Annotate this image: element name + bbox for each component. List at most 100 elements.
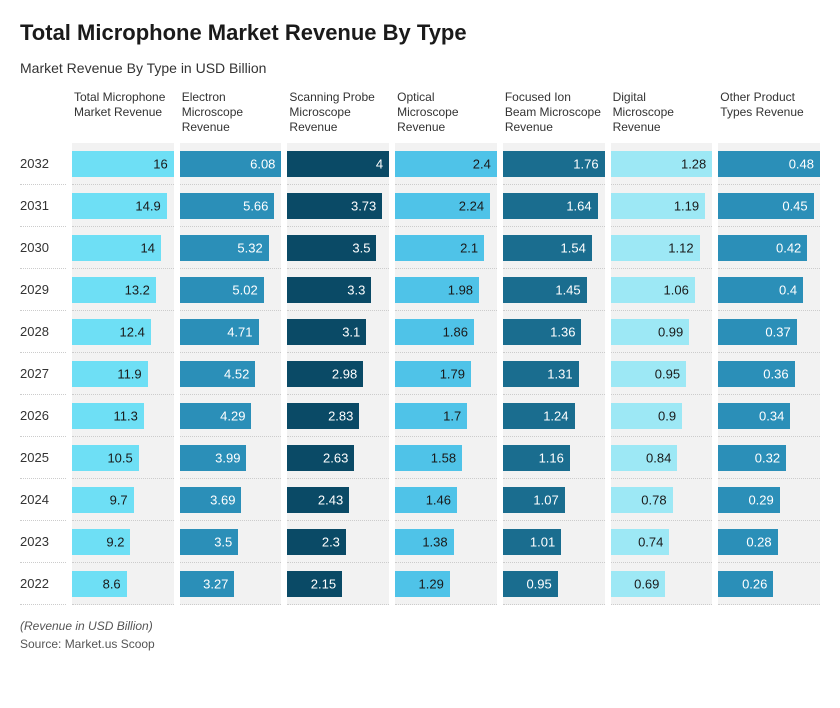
bar-cell: 1.12 (611, 227, 713, 269)
bar-value-label: 0.42 (776, 240, 801, 255)
bar-cell: 1.76 (503, 143, 605, 185)
year-label: 2027 (20, 353, 66, 395)
bar-cell: 1.19 (611, 185, 713, 227)
bar-value-label: 0.48 (789, 156, 814, 171)
bar-cell: 8.6 (72, 563, 174, 605)
bar-value-label: 1.45 (555, 282, 580, 297)
bar-cell: 4 (287, 143, 389, 185)
bar-cell: 1.64 (503, 185, 605, 227)
bar-value-label: 9.2 (106, 534, 124, 549)
bar-cell: 0.36 (718, 353, 820, 395)
bar-value-label: 0.69 (634, 576, 659, 591)
bar-value-label: 0.4 (779, 282, 797, 297)
bar-value-label: 5.02 (232, 282, 257, 297)
year-label: 2025 (20, 437, 66, 479)
bar-cell: 0.34 (718, 395, 820, 437)
bar-value-label: 0.9 (658, 408, 676, 423)
bar-cell: 1.07 (503, 479, 605, 521)
bar-cell: 1.31 (503, 353, 605, 395)
bar-value-label: 0.37 (765, 324, 790, 339)
bar-value-label: 2.3 (322, 534, 340, 549)
bar-cell: 2.63 (287, 437, 389, 479)
bar-cell: 0.95 (503, 563, 605, 605)
bar-value-label: 2.83 (328, 408, 353, 423)
bar-value-label: 0.36 (763, 366, 788, 381)
bar-cell: 3.1 (287, 311, 389, 353)
bar-cell: 12.4 (72, 311, 174, 353)
bar-value-label: 2.63 (323, 450, 348, 465)
bar-value-label: 8.6 (103, 576, 121, 591)
bar-cell: 0.74 (611, 521, 713, 563)
bar-cell: 11.3 (72, 395, 174, 437)
bar-cell: 1.38 (395, 521, 497, 563)
year-label: 2028 (20, 311, 66, 353)
bar-value-label: 0.95 (526, 576, 551, 591)
bar-cell: 0.45 (718, 185, 820, 227)
bar-value-label: 1.54 (561, 240, 586, 255)
bar-cell: 9.7 (72, 479, 174, 521)
bar-value-label: 1.16 (539, 450, 564, 465)
bar-cell: 1.46 (395, 479, 497, 521)
source-text: Source: Market.us Scoop (20, 637, 820, 651)
bar-cell: 0.78 (611, 479, 713, 521)
bar-value-label: 1.01 (530, 534, 555, 549)
bar-value-label: 1.86 (443, 324, 468, 339)
bar-value-label: 0.95 (655, 366, 680, 381)
column-header: Digital Microscope Revenue (611, 86, 713, 143)
year-label: 2023 (20, 521, 66, 563)
bar-cell: 1.54 (503, 227, 605, 269)
bar-cell: 11.9 (72, 353, 174, 395)
bar-cell: 2.4 (395, 143, 497, 185)
bar-value-label: 0.99 (658, 324, 683, 339)
column-header: Other Product Types Revenue (718, 86, 820, 143)
year-label: 2032 (20, 143, 66, 185)
bar-value-label: 0.28 (746, 534, 771, 549)
bar-cell: 3.5 (180, 521, 282, 563)
bar-value-label: 3.5 (352, 240, 370, 255)
bar-value-label: 1.36 (550, 324, 575, 339)
bar-cell: 10.5 (72, 437, 174, 479)
bar-cell: 0.26 (718, 563, 820, 605)
bar-value-label: 1.19 (674, 198, 699, 213)
bar-cell: 0.69 (611, 563, 713, 605)
page-title: Total Microphone Market Revenue By Type (20, 20, 820, 46)
bar-value-label: 1.58 (431, 450, 456, 465)
bar-cell: 3.5 (287, 227, 389, 269)
bar-value-label: 1.24 (543, 408, 568, 423)
column-header: Scanning Probe Microscope Revenue (287, 86, 389, 143)
year-label: 2030 (20, 227, 66, 269)
bar-value-label: 0.26 (742, 576, 767, 591)
bar-cell: 14.9 (72, 185, 174, 227)
bar-cell: 4.52 (180, 353, 282, 395)
bar-cell: 1.45 (503, 269, 605, 311)
bar-cell: 2.98 (287, 353, 389, 395)
bar-cell: 0.32 (718, 437, 820, 479)
bar-cell: 3.69 (180, 479, 282, 521)
bar-value-label: 14.9 (135, 198, 160, 213)
bar-value-label: 5.32 (237, 240, 262, 255)
bar-value-label: 0.84 (646, 450, 671, 465)
bar-cell: 2.1 (395, 227, 497, 269)
bar-cell: 1.7 (395, 395, 497, 437)
bar-value-label: 0.78 (641, 492, 666, 507)
bar-value-label: 1.31 (547, 366, 572, 381)
bar-value-label: 3.69 (210, 492, 235, 507)
bar-cell: 0.84 (611, 437, 713, 479)
bar-value-label: 1.07 (533, 492, 558, 507)
bar-value-label: 1.7 (443, 408, 461, 423)
year-label: 2029 (20, 269, 66, 311)
bar-value-label: 3.5 (214, 534, 232, 549)
bar-cell: 1.29 (395, 563, 497, 605)
bar-value-label: 0.32 (755, 450, 780, 465)
column-header: Electron Microscope Revenue (180, 86, 282, 143)
bar-value-label: 2.98 (332, 366, 357, 381)
bar-value-label: 2.24 (459, 198, 484, 213)
bar-value-label: 2.1 (460, 240, 478, 255)
bar-value-label: 1.46 (426, 492, 451, 507)
bar-value-label: 4.29 (220, 408, 245, 423)
bar-table: Total Microphone Market RevenueElectron … (20, 86, 820, 605)
bar-cell: 5.32 (180, 227, 282, 269)
bar-value-label: 0.29 (748, 492, 773, 507)
bar-cell: 3.73 (287, 185, 389, 227)
bar-cell: 0.37 (718, 311, 820, 353)
